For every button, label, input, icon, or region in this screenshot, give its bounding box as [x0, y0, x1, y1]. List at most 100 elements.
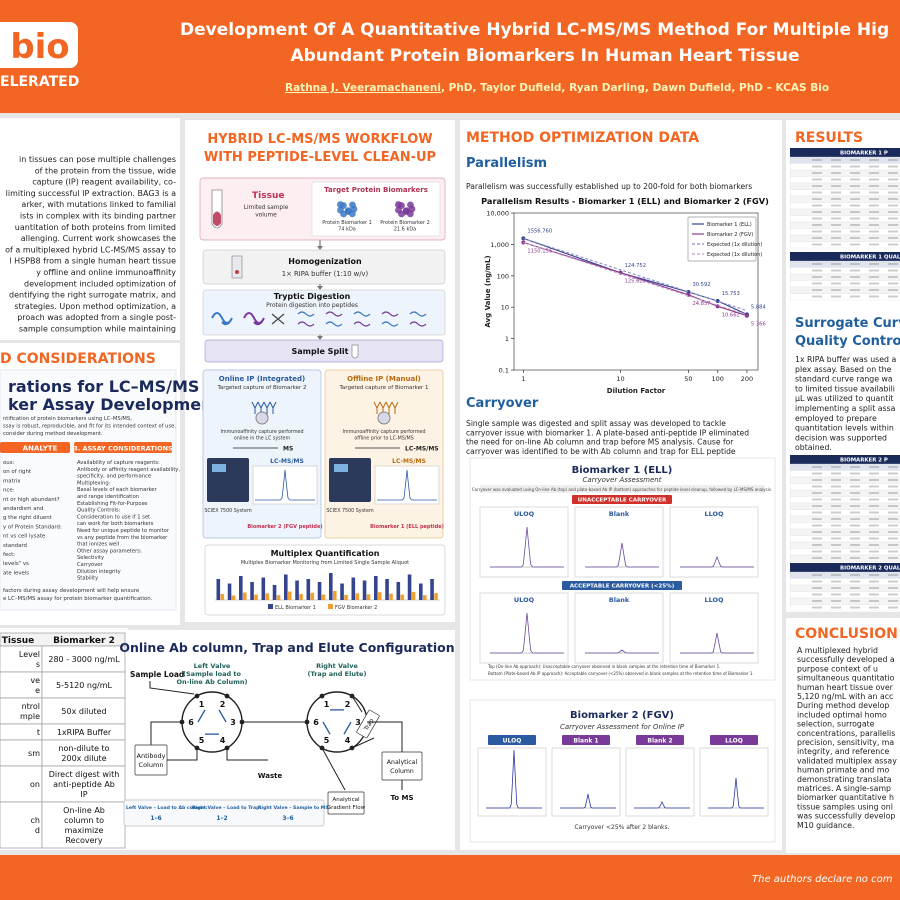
- table-cell-fill: [812, 537, 822, 540]
- table-row: [789, 234, 900, 242]
- table-cell-fill: [812, 165, 822, 168]
- table-row: [41, 801, 126, 849]
- header-box: [572, 495, 672, 504]
- body-text: 5,120 ng/mL with an acc: [797, 692, 893, 701]
- body-text: Single sample was digested and split ass…: [466, 419, 726, 428]
- legend-entry: Biomarker 2 (FGV): [707, 232, 753, 238]
- protein-label: 21.6 kDa: [394, 227, 417, 233]
- peptide-icon: [381, 311, 399, 317]
- table-cell-fill: [831, 492, 841, 494]
- table-row: [41, 739, 126, 767]
- digestion-box: [202, 289, 446, 336]
- table-cell-fill: [850, 485, 860, 488]
- flow-line: [167, 748, 198, 761]
- figure-footer: e LC–MS/MS assay for protein biomarker q…: [3, 596, 153, 602]
- data-label: 5.884: [751, 304, 767, 310]
- peptide-label: Biomarker 1 (ELL peptide): [370, 524, 444, 530]
- table-cell-fill: [812, 191, 822, 194]
- body-text: decision was supported: [795, 433, 887, 442]
- table-cell-fill: [869, 178, 879, 181]
- trap: [356, 709, 380, 739]
- table-cell-fill: [831, 511, 841, 514]
- table-row: [789, 156, 900, 164]
- table-cell-fill: [888, 580, 898, 583]
- body-text: integrity, and reference: [797, 747, 889, 756]
- instrument-screen: [334, 464, 348, 472]
- table-header-cell: Biomarker 2: [53, 636, 115, 646]
- table-cell-fill: [888, 518, 898, 520]
- body-text: biomarker quantitative h: [797, 793, 894, 802]
- bar: [288, 591, 292, 600]
- intro-line: proach was adopted from a single post-: [17, 313, 176, 322]
- x-tick-label: 100: [711, 375, 723, 383]
- legend-label: Left Valve – Load to Ab column:: [126, 805, 208, 811]
- legend-entry: Expected (1x dilution): [707, 242, 762, 248]
- table-cell-fill: [888, 263, 898, 265]
- x-tick-label: 1: [521, 375, 525, 383]
- figure-footer: factors during assay development will he…: [3, 588, 140, 594]
- table-cell-fill: [869, 544, 879, 546]
- chromatogram: [585, 542, 659, 568]
- bar: [434, 593, 438, 600]
- table-cell-fill: [812, 224, 822, 226]
- table-title: BIOMARKER 1 P: [840, 151, 888, 157]
- table-row: [789, 195, 900, 203]
- table-cell-fill: [869, 198, 879, 200]
- table-cell-fill: [812, 237, 822, 239]
- authors: Rathna J. Veeramachaneni, PhD, Taylor Du…: [285, 82, 829, 94]
- figure-title: Biomarker 1 (ELL): [572, 465, 673, 476]
- table-cell-fill: [850, 295, 860, 298]
- valve-port: [319, 693, 325, 699]
- box-title: Target Protein Biomarkers: [324, 186, 428, 194]
- intro-line: l HSPB8 from a single human heart tissue: [9, 257, 176, 266]
- flow-line: [367, 721, 403, 752]
- flow-line: [226, 748, 268, 761]
- protein-icon: [398, 210, 405, 218]
- box-note: Limited sample: [244, 205, 289, 211]
- box-note: 1× RIPA buffer (1:10 w/v): [282, 270, 369, 278]
- table-row: [789, 578, 900, 586]
- table-cell-fill: [888, 172, 898, 174]
- body-text: demonstrating translata: [797, 775, 892, 784]
- analyte-item: ate levels: [3, 570, 29, 576]
- subsection-heading: Quality Controls: [795, 334, 900, 349]
- body-text: successfully developed a: [797, 655, 895, 664]
- table-cell: ve: [30, 676, 40, 685]
- table-cell-fill: [850, 466, 860, 468]
- assay-item: Multiplexing:: [77, 480, 111, 486]
- box-title: Tryptic Digestion: [274, 292, 351, 301]
- table-cell-fill: [812, 282, 822, 285]
- table-cell-fill: [869, 211, 879, 213]
- analyte-item: andardism and: [3, 506, 43, 512]
- data-label: 125.623: [625, 279, 646, 285]
- table-cell-fill: [850, 230, 860, 233]
- port-number: 1: [324, 700, 330, 709]
- peptide-icon: [409, 311, 427, 317]
- figure-intro: consider during method development.: [3, 431, 103, 437]
- body-text: M10 guidance.: [797, 821, 854, 830]
- note-bar: [480, 485, 765, 493]
- panel-label: LLOQ: [704, 596, 724, 604]
- legend-entry: Expected (1x dilution): [707, 252, 762, 258]
- analyte-item: fect:: [3, 552, 15, 558]
- intro-line: sample consumption while maintaining: [19, 325, 176, 334]
- table-cell-fill: [888, 211, 898, 213]
- instrument-screen: [212, 464, 226, 472]
- header-box: [636, 735, 684, 745]
- table-cell-fill: [812, 295, 822, 298]
- peptide-icon: [353, 311, 371, 317]
- body-text: the need for on-line Ab column and trap …: [466, 438, 734, 447]
- table-cell-fill: [888, 466, 898, 468]
- system-title: LC-MS/MS: [392, 458, 426, 465]
- table-cell-fill: [812, 524, 822, 527]
- figure-note: Carryover <25% after 2 blanks.: [574, 824, 669, 831]
- bar: [284, 574, 288, 600]
- system-name: SCIEX 7500 System: [326, 508, 374, 514]
- arrow-head: [317, 336, 323, 340]
- tube-icon: [351, 344, 359, 359]
- diagram-title: Online Ab column, Trap and Elute Configu…: [119, 640, 454, 655]
- chromatogram-panel: [477, 747, 547, 817]
- flow-label: Sample Load: [130, 670, 184, 679]
- body-text: to limited tissue availabili: [795, 384, 895, 393]
- intro-line: allenging. Current work showcases the: [21, 234, 176, 243]
